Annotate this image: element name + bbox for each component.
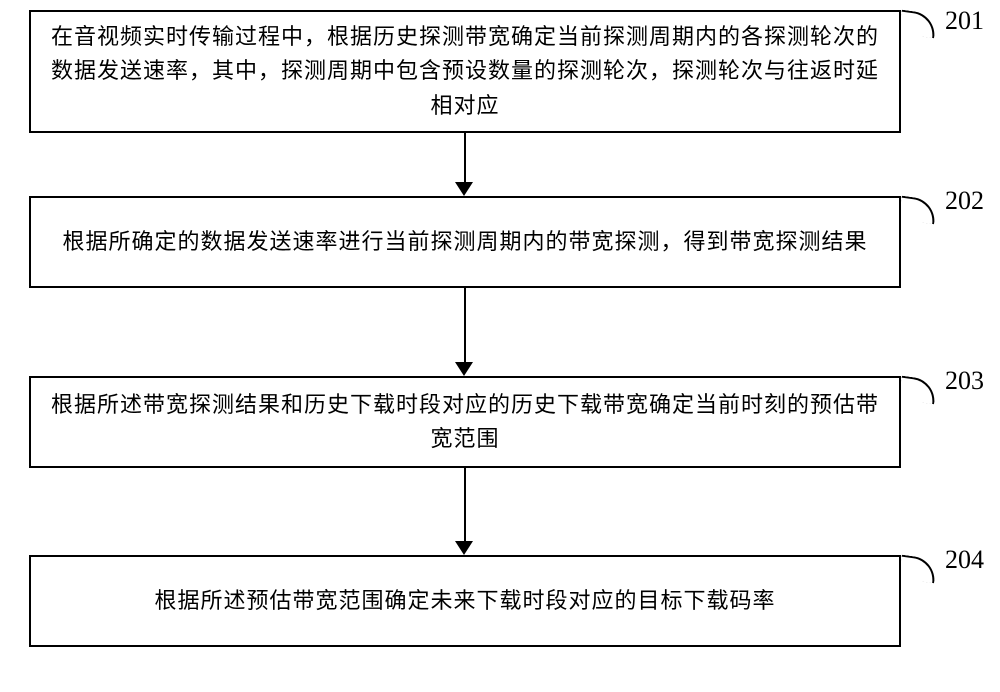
arrow-down-icon [455,362,473,376]
label-tick-icon [899,555,938,584]
flow-step-label-201: 201 [945,6,984,36]
flow-step-201: 在音视频实时传输过程中，根据历史探测带宽确定当前探测周期内的各探测轮次的数据发送… [29,10,901,133]
flow-arrow [464,288,466,362]
flow-step-label-203: 203 [945,366,984,396]
flow-step-text: 根据所述带宽探测结果和历史下载时段对应的历史下载带宽确定当前时刻的预估带宽范围 [51,388,879,456]
label-tick-icon [899,376,938,405]
arrow-down-icon [455,182,473,196]
flow-step-204: 根据所述预估带宽范围确定未来下载时段对应的目标下载码率 [29,555,901,647]
flow-step-text: 根据所述预估带宽范围确定未来下载时段对应的目标下载码率 [154,584,775,618]
flowchart-canvas: 在音视频实时传输过程中，根据历史探测带宽确定当前探测周期内的各探测轮次的数据发送… [0,0,1000,692]
label-tick-icon [899,10,938,39]
flow-arrow [464,468,466,541]
label-tick-icon [899,196,938,225]
flow-step-203: 根据所述带宽探测结果和历史下载时段对应的历史下载带宽确定当前时刻的预估带宽范围 [29,376,901,468]
flow-step-text: 在音视频实时传输过程中，根据历史探测带宽确定当前探测周期内的各探测轮次的数据发送… [51,20,879,122]
flow-step-text: 根据所确定的数据发送速率进行当前探测周期内的带宽探测，得到带宽探测结果 [62,225,867,259]
flow-step-label-204: 204 [945,545,984,575]
flow-step-label-202: 202 [945,186,984,216]
flow-arrow [464,133,466,182]
arrow-down-icon [455,541,473,555]
flow-step-202: 根据所确定的数据发送速率进行当前探测周期内的带宽探测，得到带宽探测结果 [29,196,901,288]
